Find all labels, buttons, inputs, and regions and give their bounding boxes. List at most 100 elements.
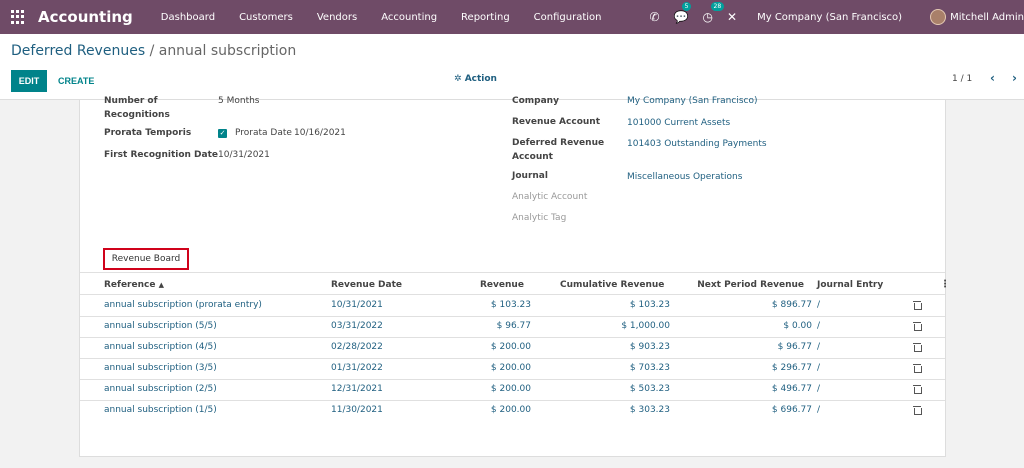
analytic-account-label: Analytic Account [512,192,588,202]
revenue-account-value[interactable]: 101000 Current Assets [627,118,731,128]
menu-vendors[interactable]: Vendors [316,11,358,23]
company-switcher[interactable]: My Company (San Francisco) [757,11,903,23]
row-cumulative-revenue: $ 703.23 [629,363,670,373]
row-divider [80,379,945,380]
row-journal-entry[interactable]: / [817,342,821,352]
row-journal-entry[interactable]: / [817,300,821,310]
deferred-account-label: Deferred Revenue Account [512,138,605,162]
breadcrumb: Deferred Revenues / annual subscription [11,43,296,59]
row-cumulative-revenue: $ 103.23 [629,300,670,310]
create-button[interactable]: CREATE [58,70,94,92]
recognitions-label: Number of Recognitions [104,96,170,120]
prorata-date-label: Prorata Date [235,128,292,138]
row-journal-entry[interactable]: / [817,321,821,331]
row-journal-entry[interactable]: / [817,363,821,373]
header-divider [80,294,945,295]
column-header-revenue[interactable]: Revenue [480,280,524,290]
row-reference[interactable]: annual subscription (prorata entry) [104,300,262,310]
pager-previous-icon[interactable]: ‹ [990,71,995,85]
app-brand[interactable]: Accounting [38,8,133,26]
row-next-period-revenue: $ 296.77 [771,363,812,373]
row-reference[interactable]: annual subscription (5/5) [104,321,217,331]
table-row[interactable]: annual subscription (2/5) 12/31/2021 $ 2… [80,380,945,401]
recognitions-value[interactable]: 5 Months [218,96,260,106]
trash-icon[interactable] [913,405,922,415]
journal-value[interactable]: Miscellaneous Operations [627,172,743,182]
menu-reporting[interactable]: Reporting [461,11,510,23]
tab-divider [80,272,945,273]
row-next-period-revenue: $ 496.77 [771,384,812,394]
form-sheet [79,100,946,457]
table-row[interactable]: annual subscription (4/5) 02/28/2022 $ 2… [80,338,945,359]
table-row[interactable]: annual subscription (3/5) 01/31/2022 $ 2… [80,359,945,380]
apps-grid-icon[interactable] [11,10,25,24]
row-revenue: $ 200.00 [490,363,531,373]
row-revenue: $ 96.77 [496,321,531,331]
breadcrumb-current: annual subscription [158,43,297,59]
company-label: Company [512,96,559,106]
trash-icon[interactable] [913,384,922,394]
tab-revenue-board[interactable]: Revenue Board [103,248,189,270]
column-header-reference[interactable]: Reference ▲ [104,280,164,290]
column-header-journal-entry[interactable]: Journal Entry [817,280,884,290]
row-revenue: $ 200.00 [490,384,531,394]
chat-icon[interactable]: 💬 5 [674,2,692,24]
main-menu: Dashboard Customers Vendors Accounting R… [149,12,614,23]
row-journal-entry[interactable]: / [817,405,821,415]
user-avatar[interactable] [930,9,947,25]
table-row[interactable]: annual subscription (5/5) 03/31/2022 $ 9… [80,317,945,338]
row-cumulative-revenue: $ 503.23 [629,384,670,394]
trash-icon[interactable] [913,300,922,310]
row-revenue-date: 01/31/2022 [331,363,383,373]
trash-icon[interactable] [913,321,922,331]
edit-button[interactable]: EDIT [11,70,47,92]
row-journal-entry[interactable]: / [817,384,821,394]
trash-icon[interactable] [913,342,922,352]
row-divider [80,400,945,401]
menu-dashboard[interactable]: Dashboard [160,11,216,23]
row-revenue: $ 200.00 [490,342,531,352]
menu-configuration[interactable]: Configuration [533,11,602,23]
pager-counter[interactable]: 1 / 1 [952,74,973,84]
journal-label: Journal [512,171,548,181]
phone-icon[interactable]: ✆ [649,10,660,24]
row-revenue: $ 200.00 [490,405,531,415]
action-menu[interactable]: ✲ Action [454,74,497,84]
row-reference[interactable]: annual subscription (4/5) [104,342,217,352]
debug-tools-icon[interactable]: ✕ [727,10,738,24]
first-recognition-value[interactable]: 10/31/2021 [218,150,270,160]
table-row[interactable]: annual subscription (prorata entry) 10/3… [80,296,945,317]
row-cumulative-revenue: $ 1,000.00 [621,321,670,331]
column-header-cumulative-revenue[interactable]: Cumulative Revenue [560,280,665,290]
activity-badge: 28 [710,2,725,11]
row-divider [80,316,945,317]
breadcrumb-parent[interactable]: Deferred Revenues [11,43,146,59]
row-next-period-revenue: $ 96.77 [777,342,812,352]
row-next-period-revenue: $ 0.00 [783,321,812,331]
row-next-period-revenue: $ 896.77 [771,300,812,310]
column-header-revenue-date[interactable]: Revenue Date [331,280,403,290]
menu-accounting[interactable]: Accounting [381,11,438,23]
action-label: Action [464,74,497,84]
prorata-checkbox[interactable]: ✓ [218,129,227,138]
deferred-account-value[interactable]: 101403 Outstanding Payments [627,139,767,149]
control-panel: Deferred Revenues / annual subscription … [0,34,1024,100]
company-value[interactable]: My Company (San Francisco) [627,96,758,106]
activity-clock-icon[interactable]: ◷ 28 [703,2,725,24]
user-menu[interactable]: Mitchell Admin [950,11,1024,23]
row-revenue-date: 02/28/2022 [331,342,383,352]
row-revenue-date: 03/31/2022 [331,321,383,331]
optional-columns-icon[interactable]: ⋮ [940,279,950,290]
row-cumulative-revenue: $ 903.23 [629,342,670,352]
row-reference[interactable]: annual subscription (2/5) [104,384,217,394]
prorata-date-value[interactable]: 10/16/2021 [294,128,346,138]
pager-next-icon[interactable]: › [1012,71,1017,85]
row-reference[interactable]: annual subscription (3/5) [104,363,217,373]
column-header-next-period-revenue[interactable]: Next Period Revenue [697,280,804,290]
prorata-label: Prorata Temporis [104,128,192,138]
table-row[interactable]: annual subscription (1/5) 11/30/2021 $ 2… [80,401,945,422]
menu-customers[interactable]: Customers [239,11,293,23]
row-reference[interactable]: annual subscription (1/5) [104,405,217,415]
row-cumulative-revenue: $ 303.23 [629,405,670,415]
trash-icon[interactable] [913,363,922,373]
